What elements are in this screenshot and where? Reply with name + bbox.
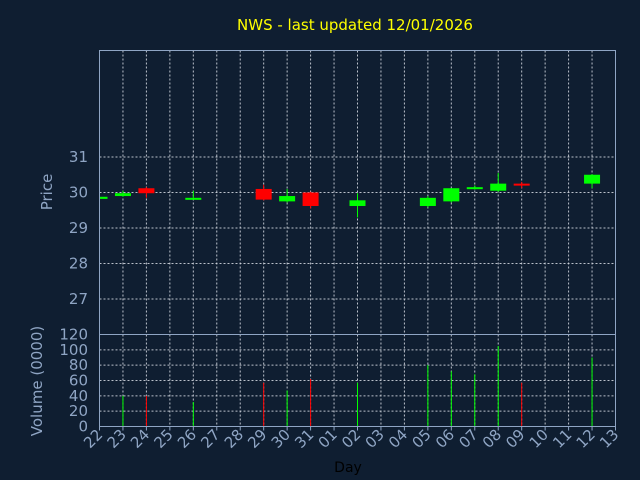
price-gridlines [99, 50, 616, 335]
candles [99, 172, 601, 218]
candle-body [279, 196, 296, 202]
candle-body [349, 200, 366, 206]
candle-body [466, 187, 483, 190]
volume-tick-label: 120 [59, 326, 88, 344]
candle-body [513, 183, 530, 186]
candle-30 [279, 188, 296, 203]
volume-tick-label: 80 [69, 356, 88, 374]
candle-body [302, 192, 319, 206]
candle-29 [255, 184, 272, 201]
candle-body [100, 196, 108, 199]
candle-body [584, 174, 601, 184]
chart-title: NWS - last updated 12/01/2026 [237, 16, 473, 34]
candle-09 [513, 181, 530, 189]
day-axis-ticks: 2223242526272829303101020304050607080910… [80, 426, 622, 452]
volume-tick-label: 0 [78, 418, 88, 436]
price-axis-ticks: 27 28 29 30 31 [69, 148, 88, 308]
candle-body [138, 188, 155, 194]
price-tick-label: 28 [69, 255, 88, 273]
candle-body [185, 197, 202, 200]
candle-02 [349, 193, 366, 218]
day-axis-label: Day [334, 460, 362, 476]
candle-body [419, 197, 436, 206]
candle-body [443, 188, 460, 202]
volume-bars [122, 346, 593, 427]
price-tick-label: 29 [69, 219, 88, 237]
candle-05 [419, 196, 436, 208]
candle-26 [185, 190, 202, 200]
candle-07 [466, 185, 483, 190]
volume-tick-label: 100 [59, 341, 88, 359]
candle-12 [584, 174, 601, 189]
candle-24 [138, 187, 155, 198]
volume-tick-label: 40 [69, 387, 88, 405]
candle-31 [302, 191, 319, 209]
price-tick-label: 27 [69, 290, 88, 308]
price-tick-label: 31 [69, 148, 88, 166]
candle-08 [490, 172, 507, 192]
candle-body [255, 188, 272, 200]
price-axis-label: Price [38, 174, 56, 211]
volume-tick-label: 60 [69, 372, 88, 390]
candle-body [114, 193, 131, 197]
price-tick-label: 30 [69, 184, 88, 202]
volume-tick-label: 20 [69, 402, 88, 420]
candle-body [490, 183, 507, 191]
candle-06 [443, 188, 460, 203]
volume-axis-label: Volume (0000) [28, 326, 46, 436]
candle-23 [114, 190, 131, 197]
